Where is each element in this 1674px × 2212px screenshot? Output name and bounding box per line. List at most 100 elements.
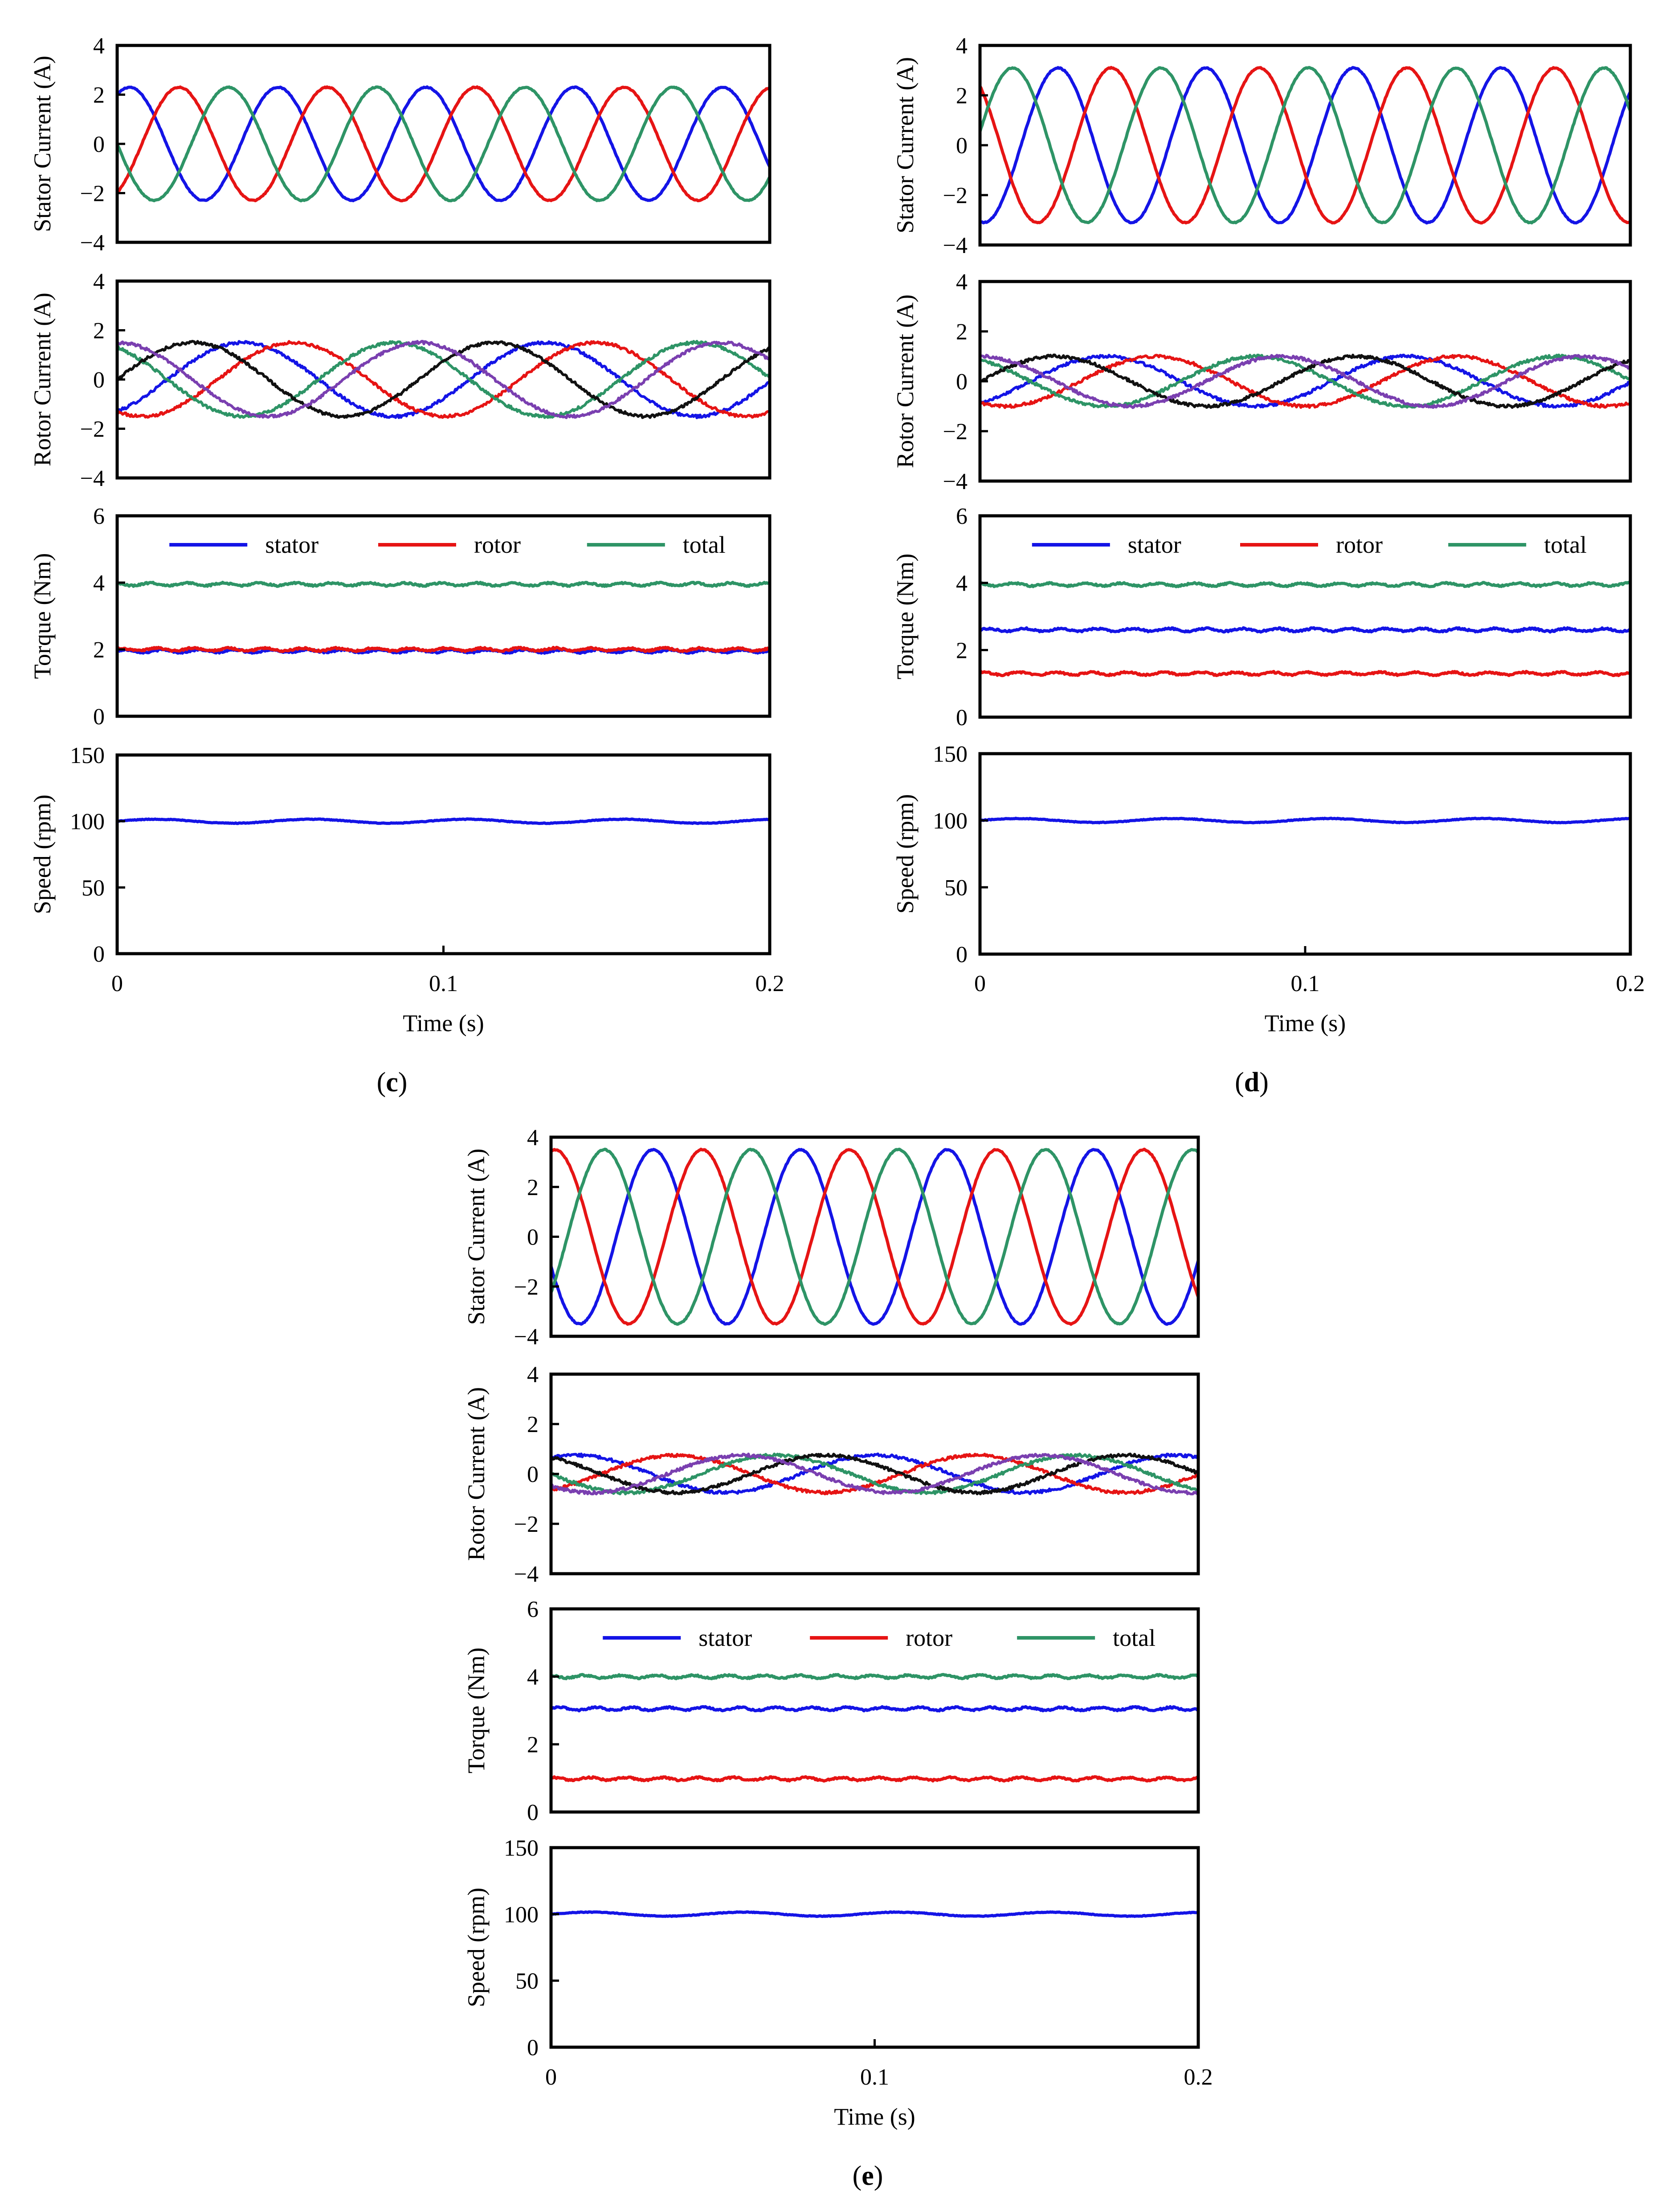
panel-e-rotor-current-ytick-label: 4 [527, 1362, 539, 1388]
panel-c-speed-ylabel: Speed (rpm) [29, 795, 56, 914]
panel-c-torque-legend-label-rotor: rotor [474, 531, 521, 558]
panel-c-rotor-current-ytick-label: 0 [93, 367, 105, 393]
panel-e-rotor-current-series-purple [550, 1453, 1200, 1496]
panel-e-torque-frame [549, 1607, 1200, 1814]
panel-d-stator-current-series-red [978, 66, 1632, 224]
panel-e-torque-series-total [549, 1673, 1200, 1681]
panel-e-stator-current-ytick-label: −2 [514, 1274, 539, 1300]
traces-layer [115, 66, 1632, 1918]
panel-e-speed-ytick-label: 50 [515, 1969, 539, 1994]
panel-d-stator-current-series-green [978, 66, 1632, 224]
panel-c-stator-current-ytick-label: 0 [93, 132, 105, 157]
panel-c-torque-ytick-label: 4 [93, 571, 105, 596]
panel-c-rotor-current-series-blue [116, 340, 771, 420]
panel-e-rotor-current-ytick-label: −4 [514, 1562, 539, 1587]
panel-e-rotor-current-ytick-label: 0 [527, 1462, 539, 1487]
panel-e-torque-legend-label-rotor: rotor [906, 1624, 952, 1651]
panel-e-rotor-current-ylabel: Rotor Current (A) [463, 1387, 490, 1561]
panel-e-speed-frame [549, 1846, 1200, 2049]
panel-e-torque-ytick-label: 2 [527, 1732, 539, 1758]
panel-d-torque-series-stator [978, 626, 1632, 634]
panel-d-torque-legend-label-stator: stator [1128, 531, 1181, 558]
panel-label-letter: c [386, 1067, 398, 1098]
panel-e-torque-series-rotor [549, 1775, 1200, 1783]
panel-label-paren-close: ) [1259, 1067, 1269, 1098]
panel-c-stator-current-ytick-label: 4 [93, 33, 105, 59]
panel-e-stator-current-ytick-label: 2 [527, 1175, 539, 1200]
panel-c-speed-ytick-label: 0 [93, 942, 105, 967]
panel-d-rotor-current-ytick-label: −4 [943, 469, 968, 494]
panel-e-stator-current-ytick-label: 4 [527, 1125, 539, 1151]
panel-c-torque-series-rotor [115, 645, 772, 653]
panel-e-speed-series-blue [549, 1910, 1200, 1918]
panel-c-xtick-label: 0.1 [429, 971, 458, 996]
panel-c-xlabel: Time (s) [403, 1010, 484, 1037]
panel-e-speed-ytick-label: 100 [504, 1902, 539, 1927]
panel-d-torque-ytick-label: 2 [956, 638, 968, 663]
panel-c-torque-legend-label-total: total [683, 531, 726, 558]
panel-c-torque-series-total [115, 580, 772, 588]
panel-d-stator-current-ytick-label: 2 [956, 83, 968, 109]
panel-e-torque-ytick-label: 0 [527, 1800, 539, 1825]
panel-d-stator-current-ytick-label: 0 [956, 133, 968, 159]
panel-d-torque-legend-label-rotor: rotor [1336, 531, 1383, 558]
panel-e-rotor-current-series-green [550, 1453, 1200, 1496]
panel-c-torque-ylabel: Torque (Nm) [29, 553, 56, 679]
panel-c-rotor-current-series-red [116, 340, 771, 419]
panel-c-torque-legend-label-stator: stator [265, 531, 318, 558]
panel-d-stator-current-series-blue [978, 66, 1632, 224]
panel-e-stator-current-ylabel: Stator Current (A) [463, 1149, 490, 1325]
panel-e-rotor-current-ytick-label: −2 [514, 1512, 539, 1537]
panel-e-torque-series-stator [549, 1705, 1200, 1713]
panel-d-rotor-current-series-red [979, 354, 1632, 409]
panel-c-rotor-current-ytick-label: 4 [93, 269, 105, 294]
panel-e-rotor-current-series-black [550, 1453, 1200, 1496]
panel-d-torque-ytick-label: 4 [956, 571, 968, 596]
panel-d-torque-series-total [978, 581, 1632, 588]
panel-c-speed-ytick-label: 50 [82, 875, 105, 901]
panel-c-stator-current-ylabel: Stator Current (A) [29, 56, 56, 232]
panel-label-paren-close: ) [874, 2161, 883, 2191]
panel-c-stator-current-ytick-label: −4 [80, 230, 105, 256]
panel-c-torque-ytick-label: 6 [93, 504, 105, 529]
panel-c-torque-series-stator [115, 647, 772, 655]
panel-c-torque-frame [115, 514, 772, 718]
panel-e-rotor-current-ytick-label: 2 [527, 1412, 539, 1437]
panel-c-speed-frame [115, 753, 772, 955]
panel-d-label: (d) [1235, 1067, 1269, 1098]
panel-c-label: (c) [377, 1067, 408, 1098]
panel-d-xtick-label: 0 [974, 971, 986, 996]
panel-e-torque-legend-label-stator: stator [698, 1624, 752, 1651]
panel-c-speed-series-blue [115, 817, 772, 825]
panel-c-speed-ytick-label: 150 [70, 743, 105, 768]
panel-c-rotor-current-ytick-label: −2 [80, 417, 105, 442]
panel-d-torque-frame [978, 514, 1632, 719]
panel-c-rotor-current-ylabel: Rotor Current (A) [29, 293, 56, 466]
panel-e-stator-current-series-green [549, 1147, 1200, 1326]
panel-d-torque-legend-label-total: total [1544, 531, 1587, 558]
panel-d-speed-ytick-label: 50 [944, 875, 968, 901]
panel-d-torque-series-rotor [978, 669, 1632, 677]
panel-d-stator-current-ylabel: Stator Current (A) [892, 57, 919, 233]
panel-d-rotor-current-series-purple [979, 354, 1632, 409]
panel-label-paren-open: ( [853, 2161, 862, 2191]
panel-label-paren-open: ( [377, 1067, 386, 1098]
panel-e-torque-ytick-label: 6 [527, 1597, 539, 1622]
panel-d-rotor-current-series-blue [979, 354, 1632, 409]
panel-d-rotor-current-ytick-label: 4 [956, 269, 968, 295]
panel-e-speed-ytick-label: 0 [527, 2035, 539, 2061]
panel-d-stator-current-ytick-label: 4 [956, 33, 968, 59]
panel-d-speed-ylabel: Speed (rpm) [892, 794, 919, 914]
panel-c-torque-ytick-label: 2 [93, 637, 105, 663]
panel-d-torque-ytick-label: 0 [956, 705, 968, 731]
panel-e-stator-current-series-blue [549, 1148, 1200, 1326]
panel-d-rotor-current-ytick-label: 0 [956, 369, 968, 395]
panel-c-rotor-current-series-purple [116, 340, 771, 419]
panel-e-torque-ytick-label: 4 [527, 1665, 539, 1690]
panel-d-torque-ytick-label: 6 [956, 504, 968, 529]
panel-d-speed-frame [978, 752, 1632, 956]
panel-e-xtick-label: 0 [545, 2065, 557, 2090]
panel-label-letter: e [861, 2161, 874, 2191]
panel-e-stator-current-frame [549, 1135, 1200, 1338]
